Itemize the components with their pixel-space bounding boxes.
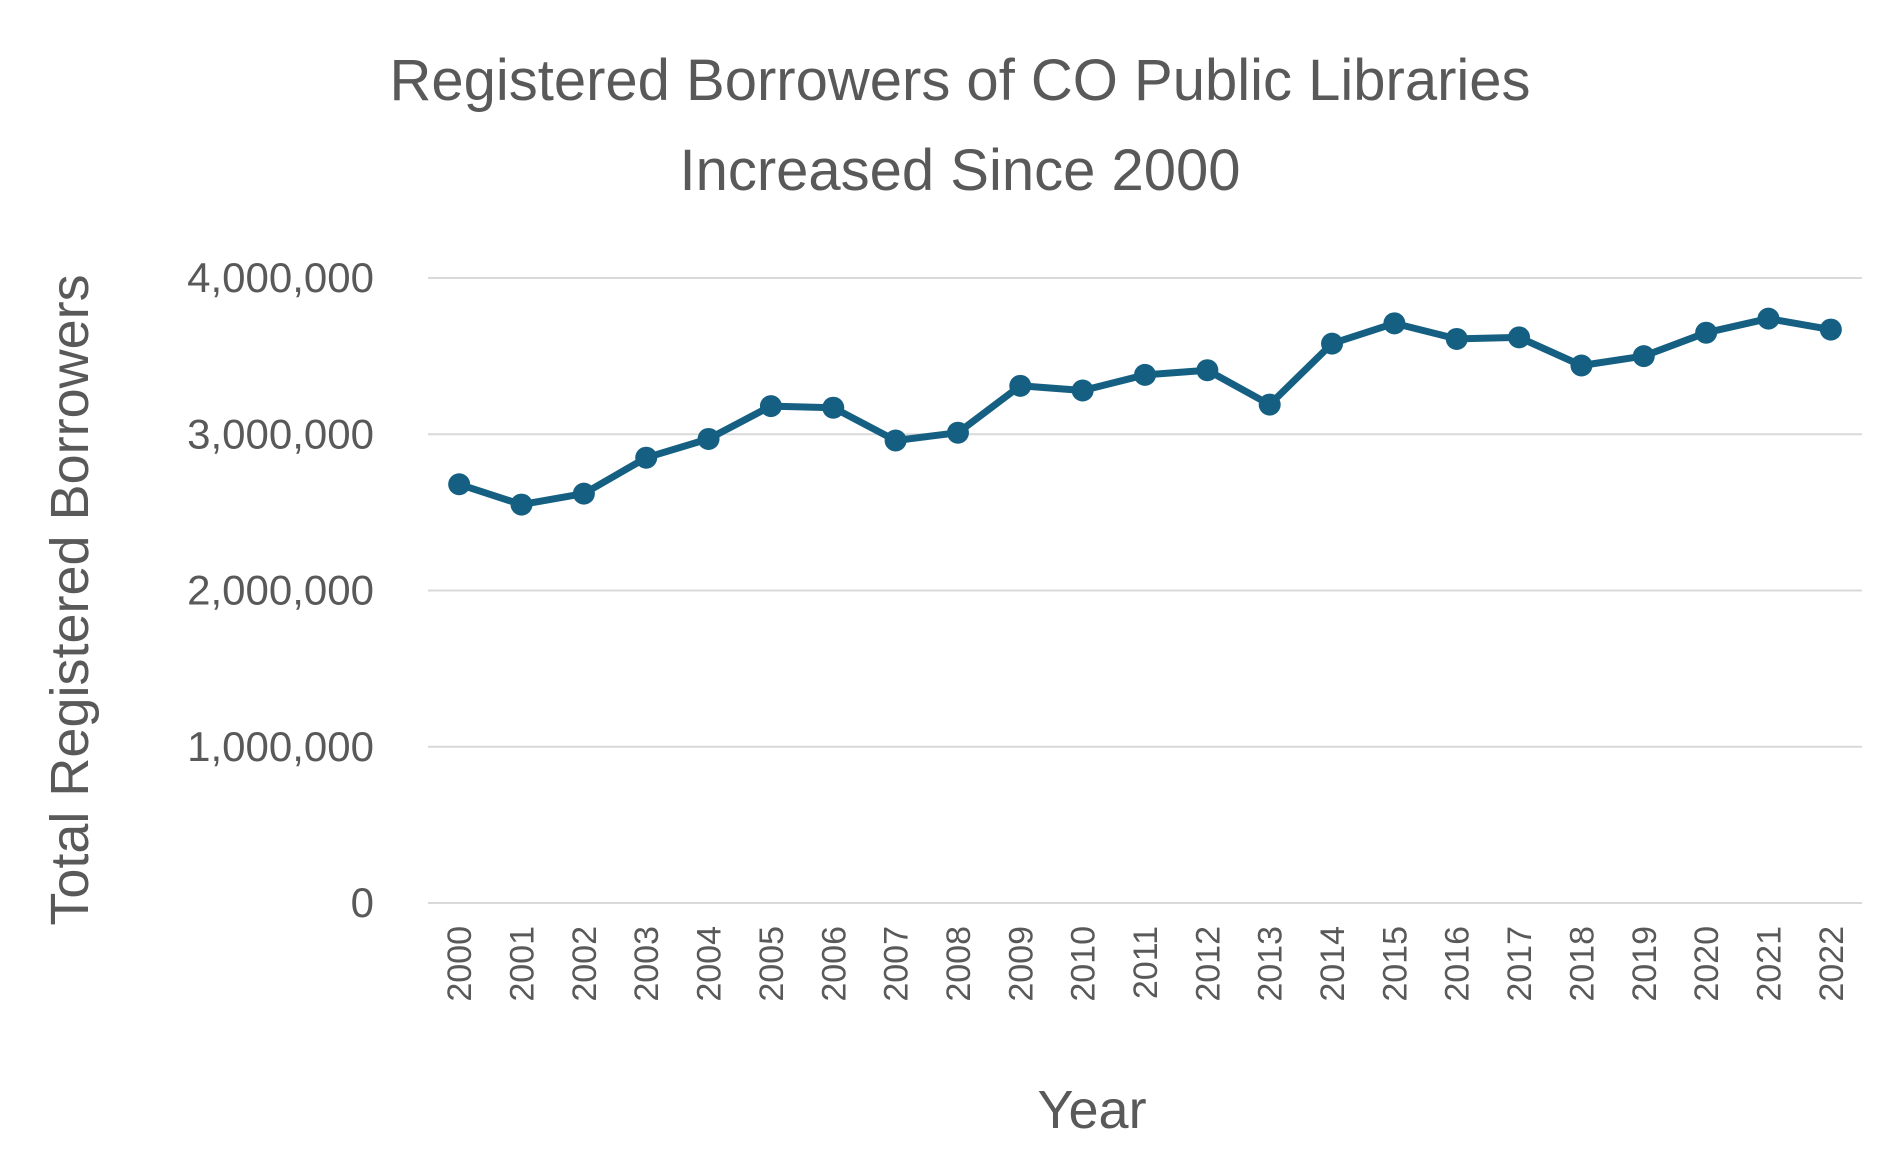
x-axis-tick-labels: 2000 2001 2002 2003 2004 2005 2006 2007 2008 2009… bbox=[441, 926, 1851, 1002]
data-point bbox=[822, 396, 845, 419]
data-point bbox=[448, 473, 471, 496]
chart-title-line-1: Registered Borrowers of CO Public Librar… bbox=[389, 48, 1530, 113]
x-tick-label: 2016 bbox=[1439, 926, 1477, 1002]
data-point bbox=[1009, 374, 1032, 397]
x-tick-label: 2006 bbox=[815, 926, 853, 1002]
data-point bbox=[1134, 363, 1156, 386]
data-point bbox=[1632, 345, 1655, 368]
x-tick-label: 2005 bbox=[753, 926, 791, 1002]
x-tick-label: 2001 bbox=[504, 926, 542, 1002]
y-tick-label: 0 bbox=[351, 879, 374, 926]
y-tick-label: 1,000,000 bbox=[187, 723, 374, 770]
y-tick-label: 2,000,000 bbox=[187, 567, 374, 614]
chart-title: Registered Borrowers of CO Public Librar… bbox=[389, 48, 1530, 203]
x-tick-label: 2007 bbox=[878, 926, 916, 1002]
x-tick-label: 2012 bbox=[1189, 926, 1227, 1002]
data-point bbox=[510, 493, 533, 516]
data-point bbox=[1071, 379, 1094, 402]
y-tick-label: 3,000,000 bbox=[187, 410, 374, 457]
data-point bbox=[1321, 332, 1344, 355]
data-point bbox=[1695, 321, 1718, 344]
x-tick-label: 2010 bbox=[1065, 926, 1103, 1002]
x-tick-label: 2002 bbox=[566, 926, 604, 1002]
data-point bbox=[635, 446, 658, 469]
data-point bbox=[1819, 318, 1842, 341]
x-tick-label: 2017 bbox=[1501, 926, 1539, 1002]
chart-title-line-2: Increased Since 2000 bbox=[679, 138, 1240, 203]
data-point bbox=[1258, 393, 1281, 416]
x-tick-label: 2014 bbox=[1314, 926, 1352, 1002]
gridlines bbox=[428, 277, 1862, 904]
x-tick-label: 2015 bbox=[1376, 926, 1414, 1002]
data-point bbox=[1570, 354, 1593, 377]
data-point bbox=[884, 429, 907, 452]
x-tick-label: 2019 bbox=[1626, 926, 1664, 1002]
x-tick-label: 2018 bbox=[1563, 926, 1601, 1002]
data-point bbox=[946, 421, 969, 444]
x-tick-label: 2022 bbox=[1813, 926, 1851, 1002]
data-point bbox=[572, 482, 595, 505]
data-point bbox=[1383, 312, 1406, 335]
y-axis-tick-labels: 0 1,000,000 2,000,000 3,000,000 4,000,000 bbox=[187, 254, 374, 926]
x-tick-label: 2009 bbox=[1002, 926, 1040, 1002]
data-point bbox=[1508, 326, 1531, 349]
data-point bbox=[1445, 327, 1468, 350]
data-point bbox=[759, 395, 782, 418]
y-tick-label: 4,000,000 bbox=[187, 254, 374, 301]
y-axis-title: Total Registered Borrowers bbox=[40, 274, 100, 925]
x-tick-label: 2003 bbox=[628, 926, 666, 1002]
x-tick-label: 2021 bbox=[1750, 926, 1788, 1002]
x-axis-title: Year bbox=[1037, 1080, 1146, 1140]
data-series bbox=[448, 307, 1842, 516]
series-line bbox=[455, 315, 1835, 509]
data-point bbox=[1757, 307, 1780, 330]
x-tick-label: 2013 bbox=[1252, 926, 1290, 1002]
x-tick-label: 2020 bbox=[1688, 926, 1726, 1002]
data-point bbox=[697, 427, 720, 450]
x-tick-label: 2000 bbox=[441, 926, 479, 1002]
x-tick-label: 2008 bbox=[940, 926, 978, 1002]
x-tick-label: 2004 bbox=[691, 926, 729, 1002]
data-point bbox=[1196, 359, 1219, 382]
x-tick-label: 2011 bbox=[1127, 926, 1165, 999]
